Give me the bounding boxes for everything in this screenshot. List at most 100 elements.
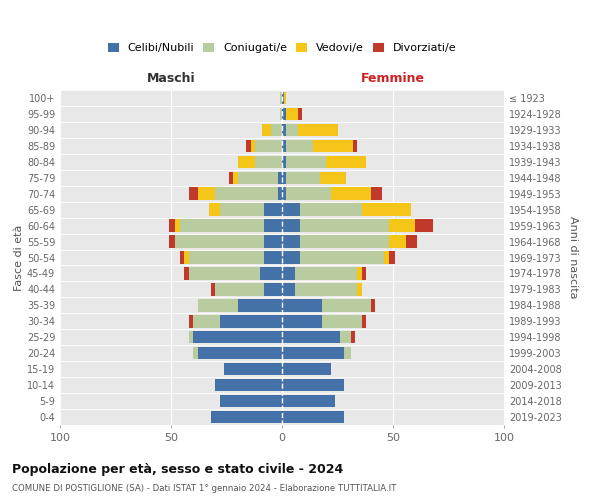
Bar (340, 331, 351, 344)
Bar (197, 299, 238, 312)
Bar (286, 140, 313, 152)
Bar (282, 156, 286, 168)
Bar (211, 411, 282, 423)
Bar (280, 108, 282, 120)
Bar (282, 395, 335, 407)
Bar (282, 379, 344, 392)
Bar (256, 140, 282, 152)
Bar (282, 331, 340, 344)
Bar (344, 347, 351, 360)
Bar (251, 140, 256, 152)
Bar (260, 267, 282, 280)
Bar (215, 188, 278, 200)
Y-axis label: Anni di nascita: Anni di nascita (568, 216, 578, 298)
Bar (326, 156, 367, 168)
Bar (197, 347, 282, 360)
Bar (220, 395, 282, 407)
Bar (282, 140, 286, 152)
Bar (286, 172, 320, 184)
Bar (211, 283, 215, 296)
Bar (220, 204, 264, 216)
Bar (282, 315, 322, 328)
Bar (313, 140, 353, 152)
Bar (193, 315, 220, 328)
Bar (184, 267, 189, 280)
Bar (295, 283, 358, 296)
Bar (286, 108, 298, 120)
Bar (320, 172, 346, 184)
Bar (264, 204, 282, 216)
Bar (282, 252, 300, 264)
Bar (282, 124, 286, 136)
Bar (406, 236, 418, 248)
Bar (295, 267, 358, 280)
Bar (169, 236, 175, 248)
Bar (282, 204, 300, 216)
Bar (282, 108, 286, 120)
Bar (238, 156, 256, 168)
Bar (264, 283, 282, 296)
Bar (169, 220, 175, 232)
Bar (256, 156, 282, 168)
Bar (300, 252, 384, 264)
Bar (282, 267, 295, 280)
Bar (389, 220, 415, 232)
Bar (389, 236, 406, 248)
Bar (389, 252, 395, 264)
Bar (286, 156, 326, 168)
Bar (358, 267, 362, 280)
Bar (286, 188, 331, 200)
Bar (247, 140, 251, 152)
Bar (189, 267, 260, 280)
Bar (282, 92, 284, 104)
Text: Femmine: Femmine (361, 72, 425, 85)
Bar (233, 172, 238, 184)
Bar (300, 236, 389, 248)
Bar (278, 188, 282, 200)
Bar (238, 172, 278, 184)
Bar (262, 124, 271, 136)
Bar (175, 220, 180, 232)
Text: COMUNE DI POSTIGLIONE (SA) - Dati ISTAT 1° gennaio 2024 - Elaborazione TUTTITALI: COMUNE DI POSTIGLIONE (SA) - Dati ISTAT … (12, 484, 397, 493)
Bar (371, 188, 382, 200)
Bar (282, 363, 331, 376)
Bar (284, 92, 286, 104)
Bar (193, 331, 282, 344)
Bar (282, 236, 300, 248)
Text: Maschi: Maschi (146, 72, 196, 85)
Bar (193, 347, 197, 360)
Bar (353, 140, 358, 152)
Bar (371, 299, 375, 312)
Bar (220, 315, 282, 328)
Bar (322, 315, 362, 328)
Bar (415, 220, 433, 232)
Bar (224, 363, 282, 376)
Bar (215, 283, 264, 296)
Bar (189, 331, 193, 344)
Bar (189, 252, 264, 264)
Bar (384, 252, 389, 264)
Bar (189, 188, 197, 200)
Bar (282, 299, 322, 312)
Bar (180, 220, 264, 232)
Bar (264, 252, 282, 264)
Bar (278, 172, 282, 184)
Bar (282, 172, 286, 184)
Bar (209, 204, 220, 216)
Y-axis label: Fasce di età: Fasce di età (14, 224, 24, 290)
Bar (300, 220, 389, 232)
Bar (280, 92, 282, 104)
Bar (282, 411, 344, 423)
Bar (331, 188, 371, 200)
Bar (264, 236, 282, 248)
Bar (351, 331, 355, 344)
Bar (282, 188, 286, 200)
Bar (271, 124, 282, 136)
Bar (298, 108, 302, 120)
Bar (229, 172, 233, 184)
Bar (282, 283, 295, 296)
Bar (215, 379, 282, 392)
Bar (180, 252, 184, 264)
Bar (358, 283, 362, 296)
Bar (362, 315, 367, 328)
